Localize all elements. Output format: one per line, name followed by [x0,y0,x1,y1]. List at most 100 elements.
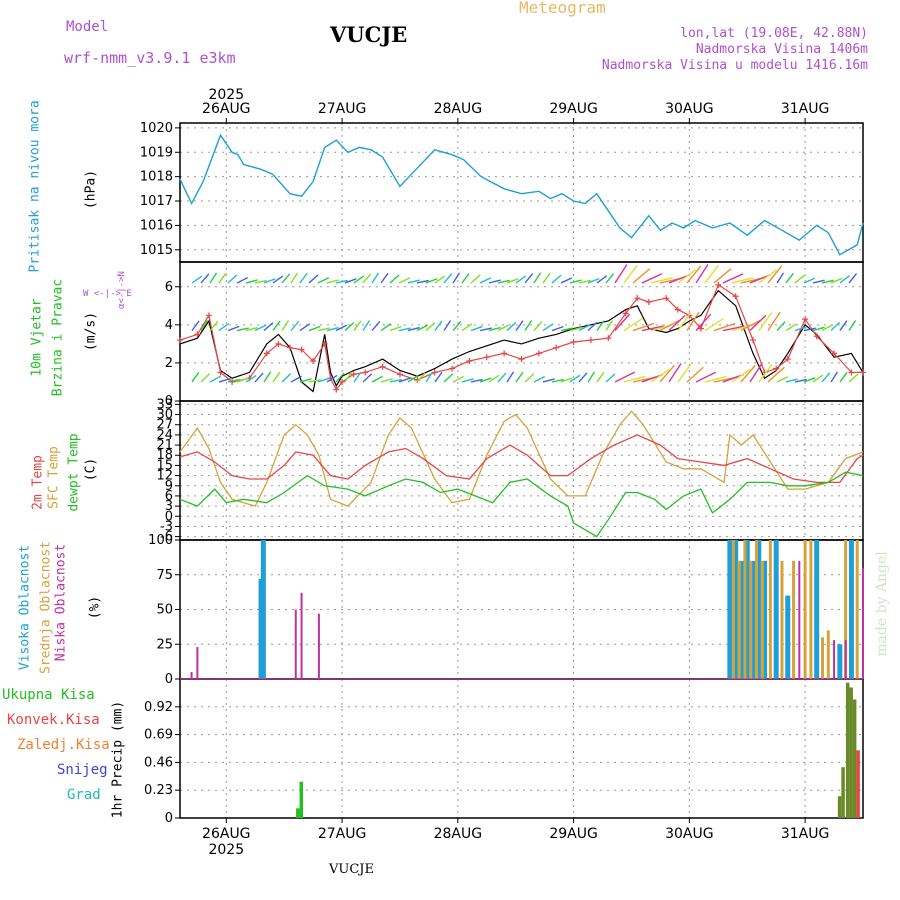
wind-direction-arrow [632,322,655,332]
wind-direction-arrow [803,327,816,332]
y-tick-label: 1018 [140,170,173,185]
cloud-bar-mid [743,540,747,679]
wind-direction-arrow [191,371,200,383]
wind-direction-arrow [407,374,419,383]
cloud-bar-high [773,540,779,679]
y-tick-label: 25 [156,637,173,652]
wind-direction-arrow [299,378,312,383]
wind-direction-arrow [605,320,614,331]
wind-direction-arrow [371,320,381,332]
gust-line [179,289,864,393]
wind-speed-marker [553,344,560,351]
wind-direction-arrow [326,326,339,332]
wind-direction-arrow [704,264,719,284]
temp-unit: (C) [83,457,99,482]
wind-speed-marker [570,338,577,345]
wind-direction-arrow [560,277,573,284]
wind-direction-arrow [254,372,264,383]
y-tick-label: 0 [165,672,173,687]
cloud-label-3: Niska Oblacnost [53,543,69,662]
wind-direction-arrow [290,375,302,383]
wind-direction-arrow [776,376,789,383]
wind-direction-arrow [587,321,598,332]
y-tick-label: 1015 [140,243,173,258]
cloud-bar-low [190,672,193,679]
wind-direction-arrow [308,274,319,284]
cloud-bar-high [733,540,739,679]
wind-speed-marker [177,337,183,344]
wind-direction-arrow [650,368,670,383]
wind-direction-arrow [821,279,834,284]
precip-bar-total [852,699,857,818]
wind-direction-arrow [569,279,582,284]
wind-direction-arrow [767,366,785,383]
wind-speed-marker [217,369,224,376]
wind-direction-arrow [776,321,786,332]
wind-direction-arrow [551,274,562,284]
x-tick-label-bottom: 31AUG [781,826,830,842]
wind-direction-arrow [443,373,454,383]
wind-direction-arrow [452,272,461,284]
wind-direction-arrow [794,274,805,284]
wind-direction-arrow [677,269,697,284]
wind-direction-arrow [713,322,736,332]
wind-direction-arrow [191,320,200,331]
x-tick-label-top: 31AUG [781,101,830,117]
wind-direction-arrow [326,279,339,284]
wind-direction-arrow [686,366,704,383]
y-tick-label: 4 [165,318,173,333]
cloud-bar-low [317,613,320,679]
cloud-bar-high [260,540,266,679]
cloud-unit: (%) [87,595,103,620]
model-label: Model [66,19,109,35]
wind-speed-marker [831,350,838,357]
wind-speed-marker [622,310,629,317]
wind-direction-arrow [389,325,402,332]
wind-direction-arrow [677,312,692,331]
wind-direction-arrow [209,320,219,331]
watermark: made by Angel [874,551,890,657]
temp-label-1: 2m Temp [30,455,46,510]
wind-direction-arrow [317,327,330,332]
wind-direction-arrow [362,273,372,284]
wind-direction-arrow [398,327,411,332]
x-tick-label-top: 28AUG [434,101,483,117]
wind-direction-arrow [767,311,781,331]
x-tick-label-top: 30AUG [665,101,714,117]
wind-direction-arrow [443,320,452,331]
x-tick-label-top: 26AUG [202,101,251,117]
wind-direction-arrow [695,313,712,332]
wind-direction-arrow [416,324,429,332]
x-tick-label-bottom: 29AUG [549,826,598,842]
cloud-bar-mid [844,540,848,679]
cloud-bar-mid [754,540,758,679]
wind-direction-arrow [659,319,680,332]
wind-direction-arrow [380,323,392,332]
wind-direction-arrow [812,326,825,332]
wind-direction-arrow [731,368,751,383]
wind-direction-arrow [434,275,446,284]
wind-direction-arrow [407,279,420,284]
cloud-bar-mid [737,560,741,679]
wind-direction-arrow [308,378,321,383]
wind-direction-arrow [695,371,717,383]
wind-speed-marker [275,340,282,347]
wind-direction-arrow [461,272,470,284]
temp-label-3: dewpt Temp [66,433,82,512]
cloud-bar-high [785,595,791,679]
wind-direction-arrow [308,325,321,332]
wind-direction-arrow [785,378,798,383]
precip-legend-freezing: Zaledj.Kisa [17,737,110,753]
wind-direction-arrow [695,264,709,284]
wind-speed-marker [483,354,490,361]
wind-direction-arrow [740,319,761,332]
cloud-bar-high [756,540,762,679]
precip-legend-conv: Konvek.Kisa [7,712,100,728]
wind-direction-arrow [731,277,754,284]
wind-direction-arrow [641,325,664,332]
wind-direction-arrow [668,314,686,332]
y-tick-label: 75 [156,568,173,583]
wind-direction-arrow [245,279,258,284]
wind-direction-arrow [497,324,510,332]
wind-speed-marker [813,333,820,340]
